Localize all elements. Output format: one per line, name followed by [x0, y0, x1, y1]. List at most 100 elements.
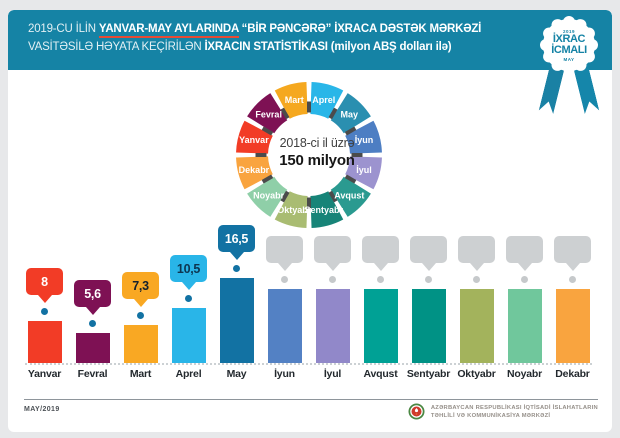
donut-month-label: Aprel — [312, 95, 335, 105]
chart-column-i̇yun — [261, 236, 308, 363]
value-bubble: 5,6 — [74, 280, 111, 307]
title-line1-bold: “BİR PƏNCƏRƏ” İXRACA DƏSTƏK MƏRKƏZİ — [238, 23, 482, 35]
footer-org: AZƏRBAYCAN RESPUBLİKASI İQTİSADİ İSLAHAT… — [408, 403, 598, 420]
azerbaijan-emblem-icon — [408, 403, 425, 420]
bubble-pointer-dot — [377, 276, 384, 283]
donut-tick — [261, 126, 274, 136]
month-label: Aprel — [175, 368, 202, 380]
donut-month-label: İyul — [356, 165, 372, 175]
month-bar-avqust — [363, 289, 398, 363]
chart-column-may: 16,5 — [213, 225, 260, 363]
donut-segment-may — [330, 93, 371, 134]
month-label: Oktyabr — [457, 368, 496, 380]
title-line2-light: VASİTƏSİLƏ HƏYATA KEÇİRİLƏN — [28, 41, 205, 53]
month-bar-dekabr — [555, 289, 590, 363]
badge-title-2: İCMALI — [551, 44, 587, 56]
donut-month-label: Mart — [285, 95, 304, 105]
bubble-pointer-dot — [473, 276, 480, 283]
month-bar-i̇yun — [267, 289, 302, 363]
value-bubble: 7,3 — [122, 272, 159, 299]
bar-chart-2019: 8 5,6 7,3 10,5 16,5 — [21, 220, 596, 365]
month-bar-aprel — [171, 308, 206, 363]
month-label: May — [226, 368, 247, 380]
month-bar-mart — [123, 325, 158, 363]
month-bar-i̇yul — [315, 289, 350, 363]
donut-segment-yanvar — [236, 120, 273, 154]
value-bubble — [554, 236, 591, 263]
donut-tick — [280, 107, 290, 120]
badge-circle: 2019 İXRAC İCMALI MAY — [543, 19, 595, 71]
donut-month-label: İyun — [355, 135, 374, 145]
donut-month-label: Fevral — [255, 110, 282, 120]
month-bar-yanvar — [27, 321, 62, 363]
chart-column-yanvar: 8 — [21, 268, 68, 363]
donut-tick — [344, 126, 357, 136]
value-bubble — [266, 236, 303, 263]
value-bubble: 8 — [26, 268, 63, 295]
month-bar-fevral — [75, 333, 110, 363]
month-bar-noyabr — [507, 289, 542, 363]
content-card: 2019-CU İLİN YANVAR-MAY AYLARINDA “BİR P… — [8, 10, 612, 432]
title-line-1: 2019-CU İLİN YANVAR-MAY AYLARINDA “BİR P… — [28, 23, 482, 38]
badge-year: 2019 — [562, 28, 575, 34]
donut-month-label: Sentyabr — [304, 205, 343, 215]
bubble-pointer-dot — [41, 308, 48, 315]
donut-month-label: May — [341, 110, 359, 120]
value-bubble — [458, 236, 495, 263]
chart-column-noyabr — [501, 236, 548, 363]
month-label: Mart — [129, 368, 152, 380]
month-label: Fevral — [77, 368, 108, 380]
donut-segment-fevral — [247, 93, 288, 134]
value-bubble — [506, 236, 543, 263]
chart-column-mart: 7,3 — [117, 272, 164, 363]
chart-column-sentyabr — [405, 236, 452, 363]
donut-segment-noyabr — [247, 176, 288, 217]
donut-segment-i̇yul — [345, 156, 382, 190]
donut-tick — [328, 190, 338, 203]
donut-month-label: Dekabr — [239, 165, 270, 175]
ixrac-icmali-badge: 2019 İXRAC İCMALI MAY — [540, 16, 598, 126]
month-label: Dekabr — [555, 368, 590, 380]
bubble-pointer-dot — [233, 265, 240, 272]
value-bubble — [362, 236, 399, 263]
month-label: İyul — [323, 368, 342, 380]
bubble-pointer-dot — [137, 312, 144, 319]
donut-tick — [280, 190, 290, 203]
chart-column-oktyabr — [453, 236, 500, 363]
month-label: İyun — [274, 368, 295, 380]
donut-month-label: Noyabr — [253, 190, 285, 200]
badge-month: MAY — [563, 56, 575, 62]
month-label: Noyabr — [507, 368, 542, 380]
donut-segment-avqust — [330, 176, 371, 217]
chart-column-avqust — [357, 236, 404, 363]
month-bar-oktyabr — [459, 289, 494, 363]
bubble-pointer-dot — [521, 276, 528, 283]
donut-segment-dekabr — [236, 156, 273, 190]
chart-column-aprel: 10,5 — [165, 255, 212, 363]
footer-date: MAY/2019 — [24, 406, 60, 413]
bubble-pointer-dot — [185, 295, 192, 302]
month-label: Sentyabr — [406, 368, 451, 380]
footer-divider — [24, 399, 598, 400]
title-period-underlined: YANVAR-MAY AYLARINDA — [98, 23, 239, 38]
value-bubble — [314, 236, 351, 263]
donut-chart-2018: Aprel May İyun İyul Avqust Sentyabr Oktyabr Noy… — [226, 72, 392, 238]
footer-org-line1: AZƏRBAYCAN RESPUBLİKASI İQTİSADİ İSLAHAT… — [430, 404, 598, 411]
value-bubble — [410, 236, 447, 263]
donut-segment-mart — [274, 82, 308, 119]
footer-org-line2: TƏHLİLİ VƏ KOMMUNİKASİYA MƏRKƏZİ — [430, 412, 551, 419]
donut-segment-oktyabr — [274, 191, 308, 228]
chart-column-i̇yul — [309, 236, 356, 363]
month-labels-row: Yanvar Fevral Mart Aprel May İyun İyul Avqust Se… — [21, 368, 596, 380]
bubble-pointer-dot — [281, 276, 288, 283]
footer-org-text: AZƏRBAYCAN RESPUBLİKASI İQTİSADİ İSLAHAT… — [431, 404, 598, 420]
donut-month-label: Avqust — [334, 190, 364, 200]
chart-column-dekabr — [549, 236, 596, 363]
chart-column-fevral: 5,6 — [69, 280, 116, 363]
donut-month-label: Oktyabr — [277, 205, 312, 215]
donut-tick — [328, 107, 338, 120]
donut-tick — [261, 174, 274, 184]
title-line-2: VASİTƏSİLƏ HƏYATA KEÇİRİLƏN İXRACIN STAT… — [28, 41, 452, 53]
title-line2-bold: İXRACIN STATİSTİKASI (milyon ABŞ dolları… — [204, 41, 452, 53]
bubble-pointer-dot — [89, 320, 96, 327]
